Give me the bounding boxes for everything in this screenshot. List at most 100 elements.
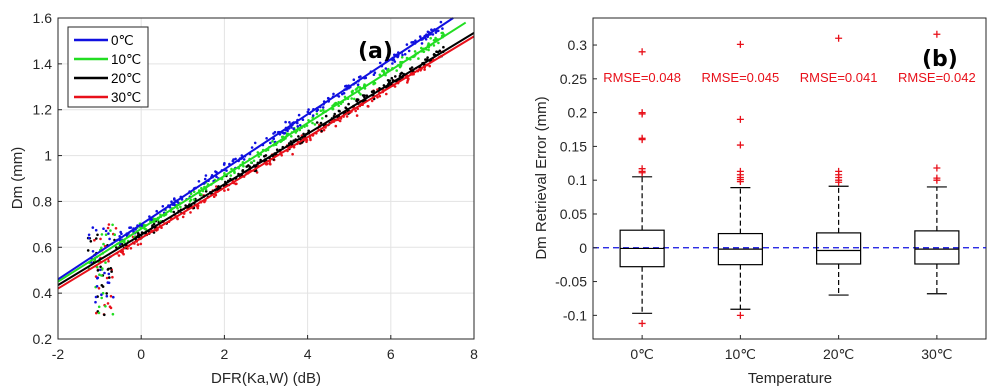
legend-label: 0℃ [111, 33, 134, 48]
panel-b-y-label: Dm Retrieval Error (mm) [533, 96, 550, 259]
scatter-point [189, 211, 192, 214]
scatter-point [265, 137, 268, 140]
scatter-point [351, 89, 355, 93]
scatter-point [96, 233, 99, 237]
scatter-point [432, 53, 436, 56]
scatter-point [357, 85, 360, 89]
scatter-point [242, 164, 245, 168]
scatter-point [309, 138, 312, 142]
scatter-point [98, 273, 101, 277]
scatter-point [223, 189, 226, 192]
scatter-point [225, 169, 228, 172]
scatter-point [101, 285, 105, 288]
scatter-point [97, 287, 101, 290]
scatter-point [129, 247, 133, 250]
scatter-point [111, 275, 114, 279]
scatter-point [378, 94, 382, 98]
scatter-point [422, 50, 426, 54]
scatter-point [215, 185, 218, 188]
scatter-point [204, 190, 208, 193]
y-tick-label: 0.25 [560, 71, 587, 87]
y-tick-label: -0.05 [555, 274, 587, 290]
scatter-point [409, 67, 412, 71]
y-tick-label: 0.6 [33, 239, 53, 255]
scatter-point [106, 281, 110, 284]
panel-b-x-label: Temperature [748, 370, 832, 387]
scatter-point [148, 215, 151, 218]
scatter-point [406, 81, 409, 84]
scatter-point [117, 254, 121, 257]
panel-a-fit-lines [57, 17, 475, 290]
scatter-point [319, 121, 323, 125]
scatter-point [223, 172, 226, 175]
box-group [717, 40, 763, 319]
scatter-point [386, 79, 390, 82]
iqr-box [816, 232, 862, 265]
scatter-point [172, 210, 176, 214]
outlier-marker [933, 30, 941, 38]
scatter-point [242, 158, 246, 161]
scatter-point [100, 296, 103, 300]
scatter-point [354, 109, 358, 113]
outlier-marker [638, 136, 646, 144]
scatter-point [400, 71, 404, 75]
scatter-point [393, 60, 397, 63]
scatter-point [355, 114, 359, 117]
scatter-point [326, 96, 330, 100]
scatter-point [271, 140, 274, 143]
legend-label: 10℃ [111, 52, 141, 67]
scatter-point [434, 36, 437, 40]
scatter-point [109, 267, 113, 270]
scatter-point [441, 27, 444, 30]
scatter-point [437, 29, 440, 33]
scatter-point [428, 64, 432, 68]
box-group [816, 34, 862, 296]
scatter-point [256, 151, 260, 154]
scatter-point [337, 104, 341, 107]
scatter-point [106, 226, 110, 230]
scatter-point [417, 57, 420, 60]
y-tick-label: 0 [579, 240, 587, 256]
scatter-point [302, 132, 305, 136]
scatter-point [315, 121, 319, 124]
y-tick-label: 1.2 [33, 102, 53, 118]
scatter-point [91, 250, 95, 253]
scatter-point [290, 126, 293, 129]
scatter-point [188, 200, 192, 203]
scatter-point [128, 226, 131, 229]
scatter-point [108, 276, 111, 279]
scatter-point [354, 88, 358, 91]
scatter-point [321, 108, 325, 112]
scatter-point [338, 110, 341, 113]
scatter-point [334, 124, 338, 128]
scatter-point [176, 217, 179, 221]
scatter-point [253, 141, 257, 145]
scatter-point [200, 193, 203, 196]
scatter-point [111, 312, 115, 316]
rmse-label: RMSE=0.048 [603, 70, 681, 85]
scatter-point [99, 268, 102, 272]
scatter-point [332, 92, 335, 96]
scatter-point [288, 121, 291, 124]
scatter-point [373, 71, 377, 74]
scatter-point [106, 302, 110, 305]
scatter-point [95, 237, 98, 240]
scatter-point [89, 240, 93, 243]
scatter-point [438, 49, 442, 53]
scatter-point [100, 293, 103, 297]
scatter-point [319, 109, 323, 112]
scatter-point [161, 205, 165, 208]
panel-b-rmse-labels: RMSE=0.048 RMSE=0.045 RMSE=0.041 RMSE=0.042 [603, 70, 975, 85]
scatter-point [108, 305, 112, 309]
outlier-marker [736, 115, 744, 123]
x-tick-label: 30℃ [921, 346, 952, 362]
scatter-point [401, 53, 404, 57]
scatter-point [394, 75, 397, 78]
scatter-point [240, 154, 244, 157]
panel-b-y-ticks: -0.1 -0.05 0 0.05 0.1 0.15 0.2 0.25 0.3 [555, 37, 597, 323]
scatter-point [241, 169, 245, 172]
outlier-marker [933, 176, 941, 184]
scatter-point [350, 97, 354, 100]
y-tick-label: 0.3 [568, 37, 588, 53]
